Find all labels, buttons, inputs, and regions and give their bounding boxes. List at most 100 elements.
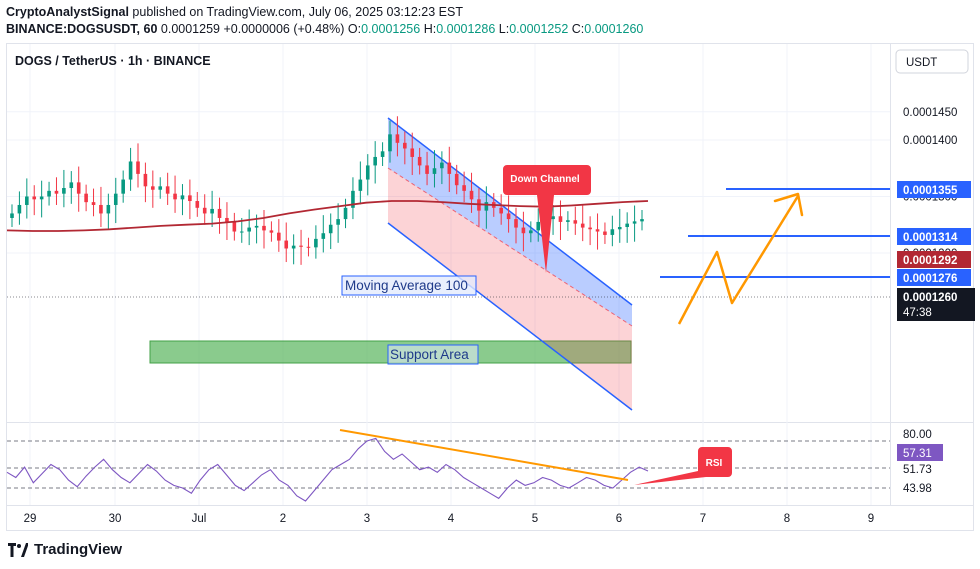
candle-body — [225, 217, 229, 222]
time-tick-label: 3 — [364, 513, 370, 525]
candle-body — [625, 223, 629, 228]
candle-body — [566, 220, 570, 222]
rsi-pane[interactable] — [7, 423, 890, 505]
candle-body — [188, 195, 192, 202]
badge-1276: 0.0001276 — [897, 269, 971, 286]
time-tick-label: 8 — [784, 513, 790, 525]
price-tick-label: 0.0001450 — [903, 107, 957, 119]
time-tick-label: 9 — [868, 513, 874, 525]
open-value: 0.0001256 — [361, 22, 421, 36]
low-label: L: — [498, 22, 510, 36]
price-chart[interactable]: Moving Average 100 Support Area Down Cha… — [0, 0, 980, 531]
rsi-scale[interactable]: 80.00 57.31 51.73 43.98 — [897, 429, 943, 495]
candle-body — [25, 196, 29, 205]
candle-body — [514, 219, 518, 228]
rsi-value-badge: 57.31 — [897, 444, 943, 461]
candle-body — [462, 185, 466, 191]
candle-body — [232, 221, 237, 232]
currency-button[interactable]: USDT — [895, 49, 969, 74]
close-value: 0.0001260 — [584, 22, 644, 36]
candle-body — [551, 216, 555, 220]
candle-body — [521, 227, 526, 234]
candle-body — [247, 227, 251, 232]
time-tick-label: 29 — [24, 513, 37, 525]
rsi-tick-5173: 51.73 — [903, 464, 932, 476]
candle-body — [351, 190, 355, 208]
candlestick-series[interactable] — [10, 116, 644, 265]
time-tick-label: 2 — [280, 513, 286, 525]
badge-1276-text: 0.0001276 — [903, 273, 957, 285]
symbol-label: BINANCE:DOGSUSDT, 60 — [6, 22, 158, 36]
candle-body — [403, 142, 407, 149]
rsi-callout-label: RSI — [706, 458, 723, 469]
current-price-badge: 0.0001260 47:38 — [897, 288, 975, 321]
time-scale[interactable]: 29 30 Jul 2 3 4 5 6 7 8 9 — [24, 513, 875, 525]
candle-body — [640, 219, 644, 222]
high-label: H: — [423, 22, 437, 36]
candle-body — [506, 213, 511, 220]
candle-body — [632, 221, 637, 224]
high-value: 0.0001286 — [436, 22, 496, 36]
down-channel-upper-line[interactable] — [387, 117, 633, 306]
currency-label: USDT — [906, 57, 937, 69]
down-channel-lower-line[interactable] — [387, 222, 633, 411]
price-change: +0.0000006 (+0.48%) — [223, 22, 345, 36]
badge-1292-text: 0.0001292 — [903, 255, 957, 267]
candle-body — [10, 213, 14, 218]
candle-body — [17, 204, 22, 214]
bar-countdown: 47:38 — [903, 307, 932, 319]
candle-body — [573, 220, 578, 224]
candle-body — [239, 231, 244, 233]
time-tick-label: 5 — [532, 513, 538, 525]
badge-1355-text: 0.0001355 — [903, 185, 958, 197]
projection-arrow[interactable] — [677, 195, 800, 325]
price-tick-label: 0.0001400 — [903, 135, 957, 147]
candle-body — [336, 219, 340, 225]
candle-body — [328, 224, 333, 234]
candle-body — [454, 173, 459, 186]
rsi-callout[interactable]: RSI — [634, 447, 732, 485]
candle-body — [136, 161, 140, 174]
candle-body — [158, 186, 163, 190]
support-area-annotation[interactable]: Support Area — [387, 344, 479, 365]
quote-line: BINANCE:DOGSUSDT, 60 0.0001259 +0.000000… — [6, 22, 643, 36]
time-tick-label: Jul — [192, 513, 207, 525]
candle-body — [299, 245, 303, 247]
candle-body — [84, 193, 88, 203]
candle-body — [617, 227, 622, 230]
candle-body — [395, 134, 400, 143]
candle-body — [499, 207, 503, 214]
footer: TradingView — [0, 531, 980, 569]
candle-body — [284, 240, 289, 249]
down-channel-lower-fill[interactable] — [388, 168, 632, 410]
grid-lines — [7, 44, 890, 505]
candle-body — [343, 207, 348, 220]
rsi-line[interactable] — [6, 437, 649, 502]
time-tick-label: 4 — [448, 513, 455, 525]
down-channel-callout[interactable]: Down Channel — [503, 165, 591, 273]
candle-body — [39, 196, 44, 200]
moving-average-label: Moving Average 100 — [345, 278, 468, 293]
chart-legend-title[interactable]: DOGS / TetherUS · 1h · BINANCE — [15, 54, 211, 68]
author-name[interactable]: CryptoAnalystSignal — [6, 5, 129, 19]
candle-body — [410, 148, 415, 157]
candle-body — [484, 202, 489, 211]
moving-average-annotation[interactable]: Moving Average 100 — [341, 275, 477, 296]
badge-1355: 0.0001355 — [897, 181, 971, 198]
last-price: 0.0001259 — [160, 22, 220, 36]
rsi-trendline[interactable] — [339, 429, 629, 481]
time-tick-label: 7 — [700, 513, 706, 525]
candle-body — [358, 179, 363, 191]
candle-body — [62, 188, 66, 194]
candle-body — [595, 229, 600, 232]
price-scale[interactable]: USDT 0.00014500.00014000.00013000.000120… — [895, 49, 975, 321]
rsi-value-text: 57.31 — [903, 448, 932, 460]
publication-line: CryptoAnalystSignal published on Trading… — [6, 5, 463, 19]
time-tick-label: 6 — [616, 513, 622, 525]
tradingview-logo[interactable]: TradingView — [8, 541, 122, 558]
candle-body — [380, 151, 385, 157]
candle-body — [113, 193, 118, 205]
candle-body — [143, 173, 148, 187]
projection-arrowhead — [773, 192, 804, 217]
